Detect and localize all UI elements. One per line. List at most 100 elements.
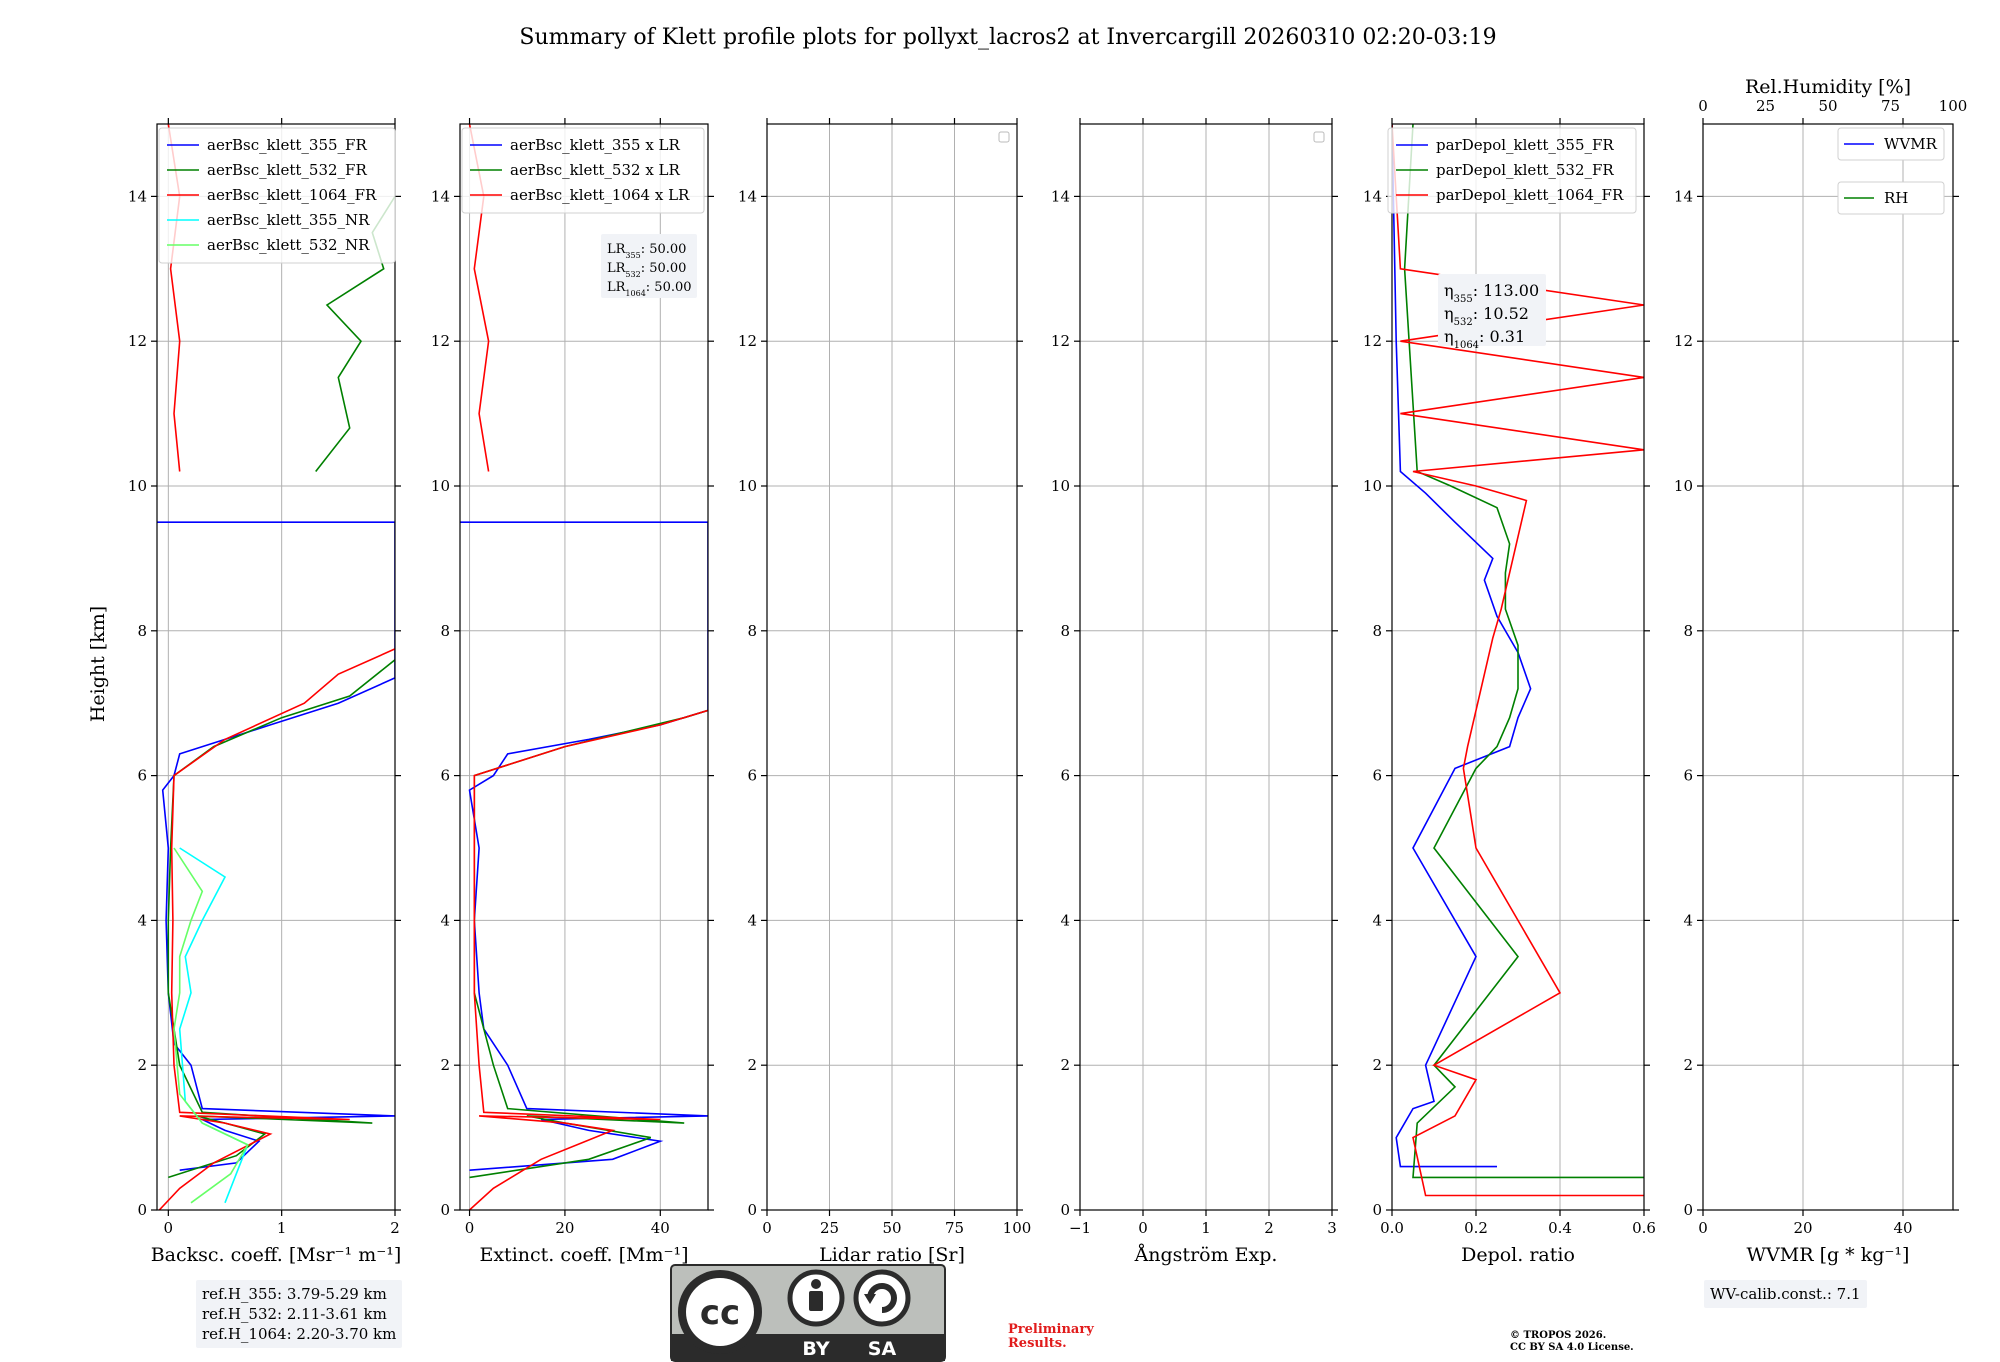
cc-mark-text: cc bbox=[700, 1293, 740, 1333]
x-axis-label: Depol. ratio bbox=[1461, 1244, 1575, 1266]
wv-calibration-text: WV-calib.const.: 7.1 bbox=[1710, 1285, 1861, 1303]
copyright-line2: CC BY SA 4.0 License. bbox=[1510, 1342, 1634, 1353]
lidar-ratio-355: LR355: 50.00 bbox=[607, 242, 686, 260]
x-tick-label: 100 bbox=[1003, 1219, 1032, 1237]
by-label: BY bbox=[802, 1338, 829, 1360]
x-tick-label: 0 bbox=[762, 1219, 772, 1237]
x-tick-label: 40 bbox=[1893, 1219, 1912, 1237]
legend-label: aerBsc_klett_1064_FR bbox=[207, 186, 377, 204]
y-tick-label: 10 bbox=[128, 477, 147, 495]
x-axis-label: WVMR [g * kg⁻¹] bbox=[1747, 1244, 1910, 1266]
reference-heights-box: ref.H_355: 3.79-5.29 km ref.H_532: 2.11-… bbox=[196, 1280, 403, 1348]
by-icon-head bbox=[811, 1279, 821, 1289]
legend-label: aerBsc_klett_355 x LR bbox=[510, 136, 681, 154]
empty-legend-marker bbox=[1313, 131, 1325, 143]
lidar-ratio-532: LR532: 50.00 bbox=[607, 261, 686, 279]
ref-height-1064: ref.H_1064: 2.20-3.70 km bbox=[202, 1325, 397, 1343]
ref-height-355: ref.H_355: 3.79-5.29 km bbox=[202, 1285, 387, 1303]
y-tick-label: 8 bbox=[440, 622, 450, 640]
y-tick-label: 12 bbox=[738, 332, 757, 350]
y-tick-label: 4 bbox=[747, 911, 757, 929]
y-tick-label: 6 bbox=[1372, 767, 1382, 785]
by-icon-body bbox=[809, 1291, 823, 1311]
y-tick-label: 12 bbox=[128, 332, 147, 350]
legend-label: aerBsc_klett_1064 x LR bbox=[510, 186, 690, 204]
y-tick-label: 2 bbox=[747, 1056, 757, 1074]
legend-label: parDepol_klett_1064_FR bbox=[1436, 186, 1624, 204]
y-tick-label: 8 bbox=[1060, 622, 1070, 640]
y-tick-label: 14 bbox=[1674, 187, 1693, 205]
y-tick-label: 10 bbox=[431, 477, 450, 495]
ref-height-532: ref.H_532: 2.11-3.61 km bbox=[202, 1305, 387, 1323]
y-tick-label: 2 bbox=[1060, 1056, 1070, 1074]
y-tick-label: 0 bbox=[1060, 1201, 1070, 1219]
y-tick-label: 10 bbox=[1051, 477, 1070, 495]
y-tick-label: 6 bbox=[440, 767, 450, 785]
sa-label: SA bbox=[868, 1338, 897, 1360]
legend-label: aerBsc_klett_532 x LR bbox=[510, 161, 681, 179]
legend-label: aerBsc_klett_532_NR bbox=[207, 236, 370, 254]
y-tick-label: 0 bbox=[1372, 1201, 1382, 1219]
panel-2: 0 2 4 6 8 10 12 14 0 20 40 Extinct. coeff. [Mm⁻¹] ae… bbox=[431, 118, 714, 1266]
chart-title: Summary of Klett profile plots for polly… bbox=[519, 25, 1496, 50]
cc-license-badge: cc BY SA bbox=[670, 1264, 946, 1362]
y-tick-label: 8 bbox=[1683, 622, 1693, 640]
x-tick-label: 0 bbox=[164, 1219, 174, 1237]
x-tick-label: 1 bbox=[1201, 1219, 1211, 1237]
x-tick-label: 40 bbox=[651, 1219, 670, 1237]
y-axis-label: Height [km] bbox=[87, 606, 109, 722]
legend-label: aerBsc_klett_355_FR bbox=[207, 136, 367, 154]
x-tick-label: 1 bbox=[277, 1219, 287, 1237]
panel-frame bbox=[156, 123, 396, 1211]
panel-frame bbox=[459, 123, 709, 1211]
y-tick-label: 4 bbox=[137, 911, 147, 929]
y-tick-label: 2 bbox=[1372, 1056, 1382, 1074]
y-tick-label: 0 bbox=[137, 1201, 147, 1219]
y-tick-label: 12 bbox=[1363, 332, 1382, 350]
y-tick-label: 14 bbox=[1051, 187, 1070, 205]
y-tick-label: 6 bbox=[137, 767, 147, 785]
y-tick-label: 4 bbox=[440, 911, 450, 929]
x-axis-label: Backsc. coeff. [Msr⁻¹ m⁻¹] bbox=[151, 1244, 402, 1266]
series-line-parDepol_klett_355_FR bbox=[1392, 124, 1532, 1168]
legend-label: aerBsc_klett_532_FR bbox=[207, 161, 367, 179]
x-tick-label: 0 bbox=[465, 1219, 475, 1237]
wv-calibration-box: WV-calib.const.: 7.1 bbox=[1704, 1280, 1867, 1308]
top-x-tick-label: 50 bbox=[1818, 97, 1837, 115]
y-tick-label: 2 bbox=[137, 1056, 147, 1074]
y-tick-label: 8 bbox=[137, 622, 147, 640]
y-tick-label: 10 bbox=[1363, 477, 1382, 495]
x-axis-label: Lidar ratio [Sr] bbox=[819, 1244, 965, 1266]
y-tick-label: 4 bbox=[1372, 911, 1382, 929]
legend: aerBsc_klett_355_FR aerBsc_klett_532_FRae… bbox=[158, 127, 396, 264]
x-tick-label: −1 bbox=[1069, 1219, 1091, 1237]
empty-legend-marker bbox=[998, 131, 1010, 143]
x-tick-label: 25 bbox=[820, 1219, 839, 1237]
legend-box bbox=[461, 127, 705, 214]
y-tick-label: 0 bbox=[440, 1201, 450, 1219]
top-x-tick-label: 100 bbox=[1939, 97, 1968, 115]
y-tick-label: 8 bbox=[747, 622, 757, 640]
y-tick-label: 4 bbox=[1060, 911, 1070, 929]
x-tick-label: 20 bbox=[555, 1219, 574, 1237]
series-line-aerBsc_klett_355_FR bbox=[157, 521, 395, 1171]
x-tick-label: 0 bbox=[1698, 1219, 1708, 1237]
x-tick-label: 20 bbox=[1793, 1219, 1812, 1237]
panel-3: 0 2 4 6 8 10 12 14 0 25 50 75 100 Lidar ratio [Sr] bbox=[738, 118, 1031, 1266]
legend-box bbox=[1387, 127, 1637, 214]
legend-rh: RH bbox=[1837, 181, 1945, 215]
preliminary-line1: Preliminary bbox=[1008, 1322, 1094, 1337]
sa-icon bbox=[853, 1269, 911, 1327]
eta-box-bg bbox=[1438, 274, 1546, 346]
y-tick-label: 4 bbox=[1683, 911, 1693, 929]
y-tick-label: 2 bbox=[1683, 1056, 1693, 1074]
legend-label: WVMR bbox=[1884, 135, 1938, 153]
preliminary-note: Preliminary Results. bbox=[1008, 1323, 1094, 1351]
series-line-aerBsc_klett_532 x LR bbox=[469, 709, 708, 1179]
x-tick-label: 2 bbox=[390, 1219, 400, 1237]
y-tick-label: 6 bbox=[1683, 767, 1693, 785]
y-tick-label: 10 bbox=[738, 477, 757, 495]
lidar-ratio-box-bg bbox=[601, 234, 697, 298]
